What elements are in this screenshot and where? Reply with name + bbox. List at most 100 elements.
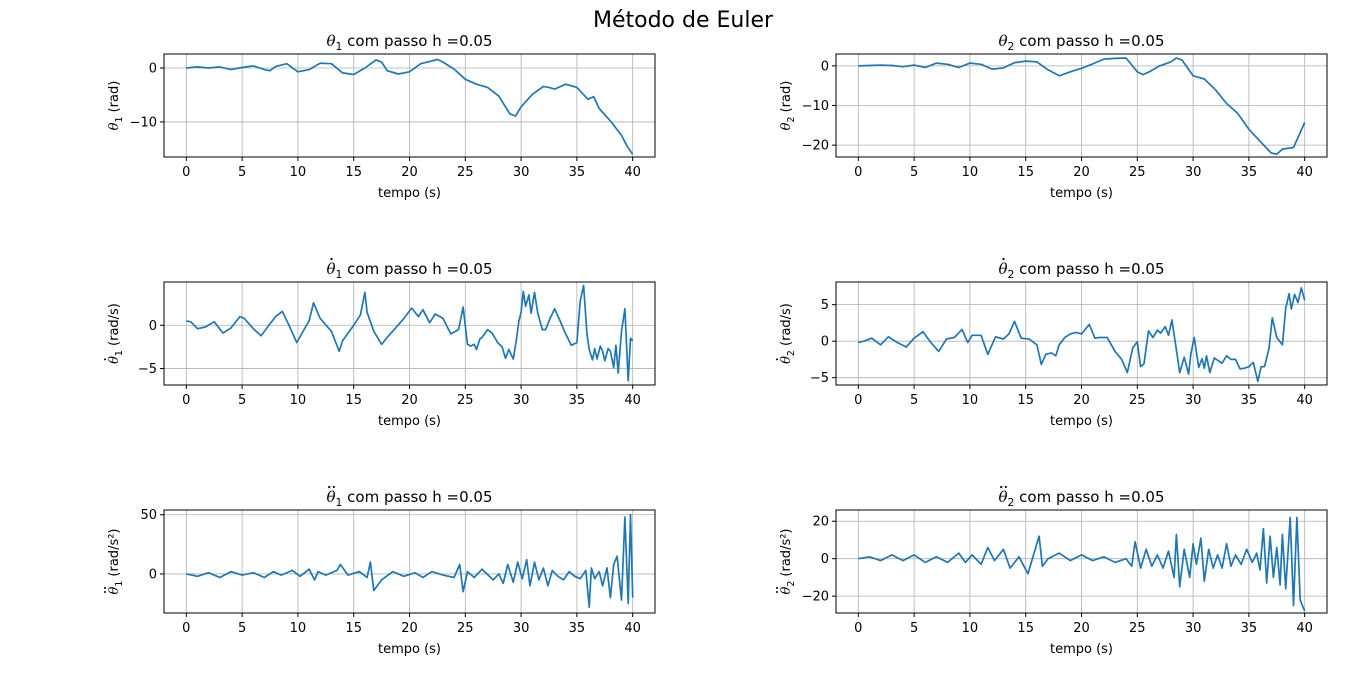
x-tick-label: 0 <box>854 621 862 636</box>
x-tick-label: 40 <box>624 621 641 636</box>
y-axis-label: θ1 (rad/s²) <box>107 529 125 595</box>
x-tick-label: 15 <box>1017 165 1034 180</box>
chart-theta1_dot: 0 5 10 15 20 25 30 35 40 0 −5 tempo (s) θ1 com passo… <box>104 257 656 429</box>
x-axis-label: tempo (s) <box>1050 642 1113 657</box>
chart-theta2: 0 5 10 15 20 25 30 35 40 0 −10 −20 tempo (s) θ2 com p… <box>779 32 1328 201</box>
x-tick-label: 30 <box>1185 393 1202 408</box>
derivative-dot <box>1002 257 1005 261</box>
x-tick-label: 30 <box>1185 165 1202 180</box>
x-tick-label: 0 <box>854 165 862 180</box>
y-axis-label-group: θ1 (rad) <box>107 81 125 131</box>
x-tick-label: 25 <box>1129 165 1146 180</box>
x-tick-label: 10 <box>962 393 979 408</box>
y-axis-label-group: θ1 (rad/s²) <box>104 529 125 595</box>
x-tick-label: 15 <box>1017 393 1034 408</box>
x-tick-label: 30 <box>1185 621 1202 636</box>
x-tick-label: 20 <box>401 393 418 408</box>
x-tick-label: 20 <box>1073 165 1090 180</box>
x-axis-label: tempo (s) <box>378 642 441 657</box>
x-axis-label: tempo (s) <box>1050 414 1113 429</box>
x-axis-label: tempo (s) <box>378 414 441 429</box>
derivative-dot <box>1004 485 1007 489</box>
y-axis-label-group: θ2 (rad) <box>779 81 797 131</box>
y-tick-label: −5 <box>138 362 157 377</box>
derivative-dot <box>104 590 106 593</box>
series-line-theta2_ddot <box>858 516 1306 612</box>
y-tick-label: −10 <box>130 115 157 130</box>
chart-title: θ1 com passo h =0.05 <box>326 260 492 281</box>
x-tick-label: 0 <box>854 393 862 408</box>
x-tick-label: 30 <box>513 621 530 636</box>
x-tick-label: 35 <box>569 621 586 636</box>
x-tick-label: 40 <box>624 393 641 408</box>
x-tick-label: 40 <box>1296 621 1313 636</box>
x-tick-label: 35 <box>569 165 586 180</box>
x-tick-label: 35 <box>1241 621 1258 636</box>
derivative-dot <box>328 485 331 489</box>
x-tick-label: 35 <box>1241 393 1258 408</box>
y-axis-label: θ1 (rad) <box>107 81 125 131</box>
series-line-theta1 <box>186 58 634 155</box>
series-line-theta2_dot <box>858 286 1306 383</box>
chart-title: θ2 com passo h =0.05 <box>998 488 1164 509</box>
x-tick-label: 5 <box>910 621 918 636</box>
chart-theta2_dot: 0 5 10 15 20 25 30 35 40 5 0 −5 tempo (s) θ2 com pass… <box>776 257 1328 429</box>
y-tick-label: −5 <box>810 371 829 386</box>
x-tick-label: 20 <box>401 621 418 636</box>
x-tick-label: 0 <box>182 165 190 180</box>
derivative-dot <box>776 586 778 589</box>
y-tick-label: 0 <box>821 335 829 350</box>
x-tick-label: 25 <box>457 165 474 180</box>
x-axis-label: tempo (s) <box>1050 186 1113 201</box>
chart-title: θ1 com passo h =0.05 <box>326 32 492 53</box>
x-tick-label: 40 <box>624 165 641 180</box>
x-tick-label: 5 <box>238 393 246 408</box>
derivative-dot <box>104 586 106 589</box>
x-tick-label: 15 <box>345 393 362 408</box>
x-tick-label: 25 <box>457 393 474 408</box>
y-tick-label: 0 <box>821 59 829 74</box>
derivative-dot <box>104 358 106 361</box>
x-tick-label: 30 <box>513 165 530 180</box>
x-tick-label: 15 <box>1017 621 1034 636</box>
y-tick-label: −20 <box>802 139 829 154</box>
y-tick-label: 50 <box>140 508 157 523</box>
chart-title: θ1 com passo h =0.05 <box>326 488 492 509</box>
series-line-theta2 <box>858 57 1306 156</box>
x-tick-label: 10 <box>962 165 979 180</box>
x-tick-label: 40 <box>1296 393 1313 408</box>
y-tick-label: 5 <box>821 298 829 313</box>
chart-title: θ2 com passo h =0.05 <box>998 260 1164 281</box>
y-tick-label: −10 <box>802 99 829 114</box>
chart-theta1_ddot: 0 5 10 15 20 25 30 35 40 50 0 tempo (s) θ1 com passo… <box>104 485 656 657</box>
x-tick-label: 10 <box>290 165 307 180</box>
y-axis-label: θ1 (rad/s) <box>107 303 125 364</box>
y-tick-label: −20 <box>802 590 829 605</box>
y-axis-label-group: θ2 (rad/s) <box>776 303 797 364</box>
x-tick-label: 20 <box>401 165 418 180</box>
derivative-dot <box>330 257 333 261</box>
series-line-theta1_ddot <box>186 513 634 608</box>
x-tick-label: 5 <box>910 393 918 408</box>
x-tick-label: 0 <box>182 621 190 636</box>
series-line-theta1_dot <box>186 284 634 382</box>
x-tick-label: 5 <box>238 621 246 636</box>
x-tick-label: 10 <box>290 621 307 636</box>
y-axis-label-group: θ1 (rad/s) <box>104 303 125 364</box>
x-tick-label: 35 <box>569 393 586 408</box>
y-tick-label: 0 <box>821 552 829 567</box>
y-axis-label: θ2 (rad/s) <box>779 303 797 364</box>
x-tick-label: 25 <box>1129 393 1146 408</box>
x-tick-label: 25 <box>1129 621 1146 636</box>
figure-suptitle: Método de Euler <box>592 8 774 33</box>
x-tick-label: 35 <box>1241 165 1258 180</box>
x-tick-label: 5 <box>238 165 246 180</box>
x-tick-label: 10 <box>962 621 979 636</box>
x-tick-label: 0 <box>182 393 190 408</box>
y-axis-label: θ2 (rad/s²) <box>779 529 797 595</box>
x-tick-label: 40 <box>1296 165 1313 180</box>
y-axis-label-group: θ2 (rad/s²) <box>776 529 797 595</box>
derivative-dot <box>1000 485 1003 489</box>
y-tick-label: 0 <box>149 62 157 77</box>
